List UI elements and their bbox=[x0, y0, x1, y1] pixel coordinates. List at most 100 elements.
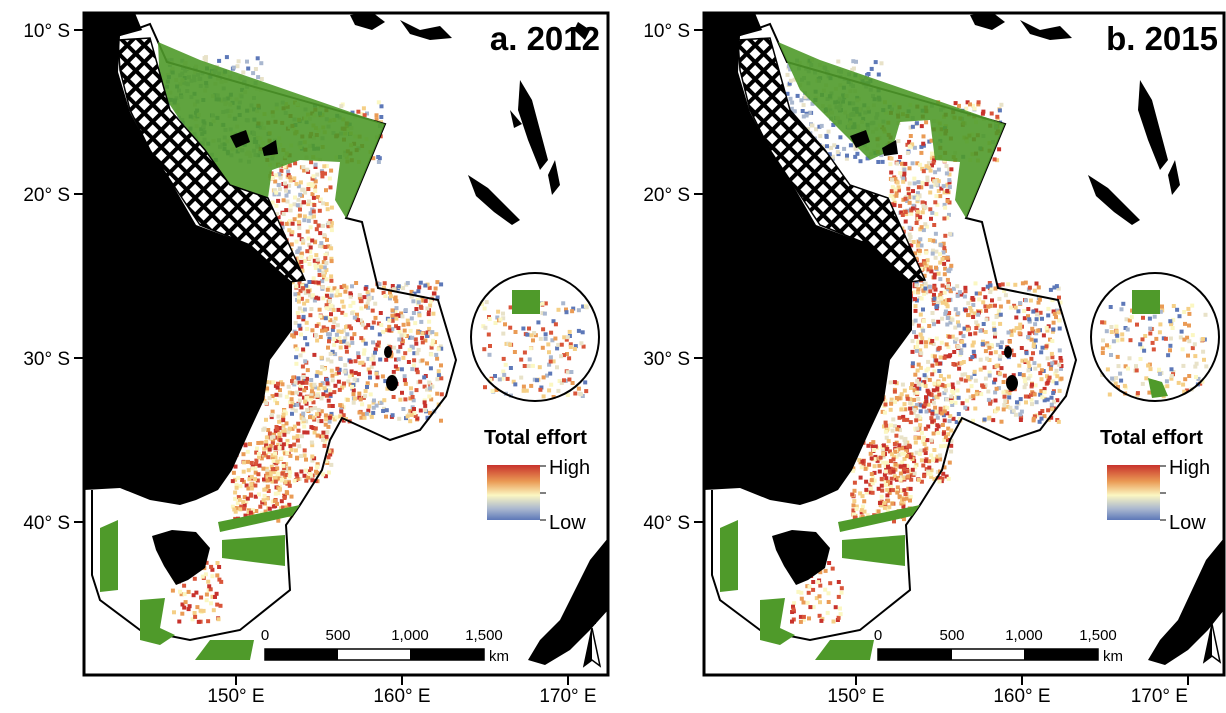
effort-cell bbox=[1175, 307, 1180, 312]
effort-cell bbox=[280, 477, 285, 482]
effort-cell bbox=[363, 341, 368, 346]
effort-cell bbox=[1042, 390, 1047, 395]
effort-cell bbox=[946, 374, 951, 379]
effort-cell bbox=[862, 499, 867, 504]
effort-cell bbox=[924, 120, 929, 125]
effort-cell bbox=[883, 478, 888, 483]
effort-cell bbox=[1190, 346, 1195, 351]
effort-cell bbox=[284, 490, 289, 495]
effort-cell bbox=[987, 358, 992, 362]
effort-cell bbox=[791, 604, 795, 609]
effort-cell bbox=[338, 357, 343, 361]
effort-cell bbox=[305, 327, 310, 331]
effort-cell bbox=[324, 417, 329, 422]
effort-cell bbox=[949, 443, 954, 448]
effort-cell bbox=[836, 615, 841, 620]
effort-cell bbox=[568, 342, 573, 347]
effort-cell bbox=[355, 312, 359, 317]
effort-cell bbox=[279, 456, 284, 461]
effort-cell bbox=[277, 426, 282, 430]
effort-cell bbox=[343, 336, 348, 341]
effort-cell bbox=[883, 429, 888, 434]
effort-cell bbox=[287, 222, 292, 226]
effort-cell bbox=[1056, 419, 1061, 424]
effort-cell bbox=[323, 328, 328, 333]
effort-cell bbox=[302, 424, 307, 429]
effort-cell bbox=[411, 311, 416, 315]
effort-cell bbox=[334, 332, 339, 337]
effort-cell bbox=[801, 617, 806, 622]
effort-cell bbox=[325, 306, 329, 311]
effort-cell bbox=[915, 345, 919, 349]
effort-cell bbox=[939, 479, 944, 484]
effort-cell bbox=[251, 71, 256, 76]
effort-cell bbox=[889, 189, 894, 194]
effort-cell bbox=[937, 345, 942, 350]
effort-cell bbox=[901, 197, 906, 202]
effort-cell bbox=[310, 454, 315, 459]
effort-cell bbox=[902, 402, 907, 407]
effort-cell bbox=[1163, 336, 1168, 341]
effort-cell bbox=[414, 341, 419, 346]
effort-cell bbox=[388, 294, 393, 299]
effort-cell bbox=[317, 268, 322, 273]
effort-cell bbox=[351, 392, 356, 397]
effort-cell bbox=[313, 165, 318, 169]
effort-cell bbox=[962, 326, 967, 331]
effort-cell bbox=[1018, 412, 1023, 417]
effort-cell bbox=[924, 182, 929, 187]
y-tick-label: 40° S bbox=[23, 513, 70, 534]
effort-cell bbox=[390, 308, 395, 313]
effort-cell bbox=[344, 345, 349, 350]
effort-cell bbox=[1056, 310, 1061, 315]
effort-cell bbox=[322, 386, 327, 391]
effort-cell bbox=[319, 419, 324, 424]
effort-cell bbox=[415, 370, 420, 375]
effort-cell bbox=[947, 178, 952, 183]
effort-cell bbox=[938, 194, 943, 199]
svg-text:N: N bbox=[1207, 607, 1217, 623]
effort-cell bbox=[326, 424, 331, 429]
effort-cell bbox=[234, 485, 239, 490]
effort-cell bbox=[992, 380, 997, 385]
effort-cell bbox=[256, 441, 261, 445]
effort-cell bbox=[946, 345, 951, 349]
effort-cell bbox=[892, 200, 897, 205]
effort-cell bbox=[284, 473, 289, 477]
effort-cell bbox=[394, 316, 399, 321]
effort-cell bbox=[259, 61, 264, 66]
effort-cell bbox=[1031, 341, 1036, 346]
effort-cell bbox=[315, 462, 320, 467]
effort-cell bbox=[934, 182, 939, 187]
effort-cell bbox=[886, 464, 890, 469]
effort-cell bbox=[291, 375, 296, 380]
effort-cell bbox=[985, 341, 990, 346]
effort-cell bbox=[265, 496, 270, 501]
effort-cell bbox=[1127, 356, 1132, 361]
effort-cell bbox=[253, 470, 258, 475]
effort-cell bbox=[1177, 314, 1182, 319]
effort-cell bbox=[434, 352, 439, 357]
scale-label: 500 bbox=[939, 627, 964, 644]
effort-cell bbox=[920, 200, 925, 205]
effort-cell bbox=[501, 311, 505, 316]
effort-cell bbox=[372, 398, 376, 403]
x-tick-label: 170° E bbox=[539, 686, 596, 707]
effort-cell bbox=[919, 403, 924, 408]
effort-cell bbox=[1032, 414, 1037, 419]
effort-cell bbox=[329, 228, 334, 233]
effort-cell bbox=[799, 98, 804, 103]
effort-cell bbox=[919, 262, 924, 267]
effort-cell bbox=[997, 296, 1002, 301]
effort-cell bbox=[241, 452, 246, 457]
new-zealand-coast bbox=[528, 538, 608, 665]
effort-cell bbox=[502, 372, 507, 377]
effort-cell bbox=[435, 356, 440, 361]
effort-cell bbox=[959, 377, 964, 382]
effort-cell bbox=[310, 176, 315, 181]
effort-cell bbox=[319, 355, 324, 360]
effort-cell bbox=[288, 470, 293, 475]
effort-cell bbox=[902, 469, 907, 474]
effort-cell bbox=[269, 412, 274, 417]
effort-cell bbox=[317, 208, 322, 213]
